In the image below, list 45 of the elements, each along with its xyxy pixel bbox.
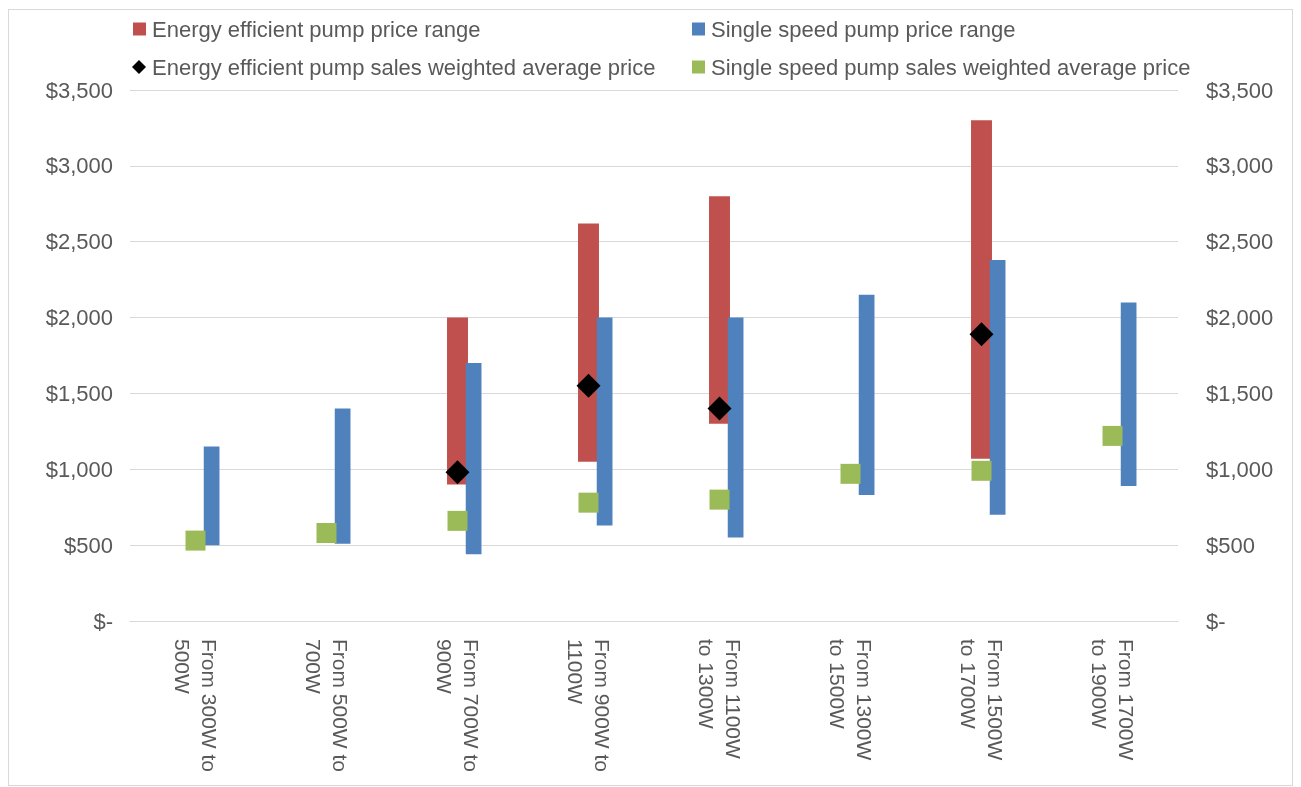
y2-tick-label: $3,500 — [1206, 77, 1274, 103]
point — [1102, 425, 1123, 446]
bar — [596, 317, 613, 526]
point — [709, 489, 730, 510]
y-tick-label: $3,000 — [45, 153, 113, 179]
x-tick-label: From 300W to 500W — [170, 639, 221, 778]
y2-tick-label: $500 — [1206, 532, 1255, 558]
x-tick-label: From 900W to 1100W — [563, 639, 614, 778]
point — [447, 510, 468, 531]
point — [971, 460, 992, 481]
y2-tick-label: $2,000 — [1206, 305, 1274, 331]
y-tick-label: $1,500 — [45, 380, 113, 406]
x-tick-label: From 1500W to 1700W — [956, 639, 1007, 767]
bar — [465, 363, 482, 555]
legend-label: Single speed pump sales weighted average price — [711, 54, 1191, 80]
y-tick-label: $2,000 — [45, 305, 113, 331]
y-tick-label: $500 — [64, 532, 113, 558]
legend-label: Single speed pump price range — [711, 16, 1016, 42]
y-tick-label: $3,500 — [45, 77, 113, 103]
bar — [203, 446, 220, 546]
point — [185, 530, 206, 551]
bar — [971, 120, 992, 459]
y2-tick-label: $1,000 — [1206, 456, 1274, 482]
y2-tick-label: $2,500 — [1206, 229, 1274, 255]
y-tick-label: $1,000 — [45, 456, 113, 482]
y2-tick-label: $3,000 — [1206, 153, 1274, 179]
point — [316, 523, 337, 544]
y-tick-label: $2,500 — [45, 229, 113, 255]
x-tick-label: From 1100W to 1300W — [694, 639, 745, 765]
x-tick-label: From 1300W to 1500W — [825, 639, 876, 767]
legend-label: Energy efficient pump price range — [152, 16, 481, 42]
legend-label: Energy efficient pump sales weighted average price — [152, 54, 656, 80]
bar — [1120, 302, 1137, 486]
y-tick-label: $- — [93, 608, 113, 634]
x-tick-label: From 1700W to 1900W — [1087, 639, 1138, 767]
bar — [858, 294, 875, 496]
bar — [727, 317, 744, 538]
y2-tick-label: $- — [1206, 608, 1226, 634]
point — [840, 463, 861, 484]
point — [578, 492, 599, 513]
x-tick-label: From 500W to 700W — [301, 639, 352, 778]
bar — [334, 408, 351, 544]
bar — [989, 259, 1006, 515]
x-tick-label: From 700W to 900W — [432, 639, 483, 778]
y2-tick-label: $1,500 — [1206, 380, 1274, 406]
